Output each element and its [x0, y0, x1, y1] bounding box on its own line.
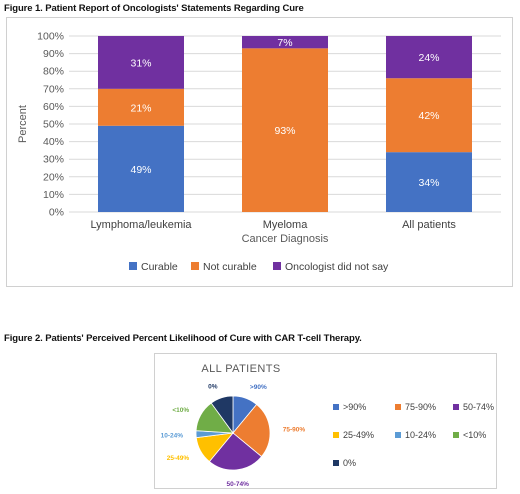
y-tick-label: 60% — [43, 101, 64, 113]
x-tick-label: All patients — [402, 219, 456, 231]
pie-slice-label: 25-49% — [167, 455, 190, 462]
bar-segment — [242, 36, 328, 49]
bar-segment — [386, 36, 472, 79]
legend-label: Curable — [141, 261, 178, 273]
bar-data-label: 7% — [277, 37, 292, 49]
bar-segment — [242, 48, 328, 212]
pie-slice-label: 0% — [208, 383, 218, 390]
y-tick-label: 50% — [43, 119, 64, 131]
y-axis-title: Percent — [17, 105, 29, 143]
bar-segment — [98, 125, 184, 212]
y-tick-label: 20% — [43, 171, 64, 183]
legend-label: 0% — [343, 458, 356, 468]
legend-label: <10% — [463, 430, 486, 440]
legend-swatch — [129, 262, 137, 270]
legend-label: Oncologist did not say — [285, 261, 389, 273]
pie-chart-panel: ALL PATIENTS >90% 75-90% 50-74% 25-49% 10-24%… — [154, 353, 497, 489]
bar-data-label: 34% — [418, 177, 439, 189]
y-tick-label: 100% — [37, 31, 64, 43]
bar-segment — [386, 78, 472, 153]
pie-chart: ALL PATIENTS >90% 75-90% 50-74% 25-49% 10-24%… — [161, 363, 494, 488]
pie-slice-label: <10% — [172, 407, 189, 414]
y-tick-label: 40% — [43, 136, 64, 148]
figure2-title: Figure 2. Patients' Perceived Percent Li… — [4, 333, 362, 344]
pie-slice — [232, 403, 271, 458]
legend-swatch — [453, 432, 459, 438]
legend-label: 10-24% — [405, 430, 436, 440]
bar-data-label: 24% — [418, 52, 439, 64]
pie-title: ALL PATIENTS — [201, 363, 280, 375]
bar-data-label: 21% — [130, 102, 151, 114]
figure1-title: Figure 1. Patient Report of Oncologists'… — [4, 3, 304, 14]
bar-data-label: 49% — [130, 164, 151, 176]
legend-label: 75-90% — [405, 402, 436, 412]
x-tick-label: Lymphoma/leukemia — [90, 219, 192, 231]
pie-slice-label: 10-24% — [161, 433, 184, 440]
y-tick-label: 30% — [43, 154, 64, 166]
legend-swatch — [191, 262, 199, 270]
legend-label: >90% — [343, 402, 366, 412]
y-tick-label: 10% — [43, 189, 64, 201]
pie-slice — [210, 395, 234, 435]
bar-segment — [386, 152, 472, 212]
legend-swatch — [395, 432, 401, 438]
y-tick-label: 0% — [49, 207, 64, 219]
pie-slice-label: 50-74% — [227, 481, 250, 488]
legend-label: 25-49% — [343, 430, 374, 440]
legend-swatch — [395, 404, 401, 410]
legend-label: 50-74% — [463, 402, 494, 412]
bar-segment — [98, 88, 184, 126]
bar-segment — [98, 36, 184, 89]
bar-data-label: 93% — [274, 125, 295, 137]
y-tick-label: 90% — [43, 48, 64, 60]
bar-data-label: 42% — [418, 110, 439, 122]
legend-swatch — [453, 404, 459, 410]
bar-data-label: 31% — [130, 57, 151, 69]
pie-slice-label: >90% — [250, 384, 267, 391]
legend-swatch — [333, 460, 339, 466]
legend-swatch — [333, 432, 339, 438]
legend-swatch — [333, 404, 339, 410]
legend-swatch — [273, 262, 281, 270]
pie-slice — [208, 432, 263, 471]
y-tick-label: 70% — [43, 83, 64, 95]
bar-chart-panel: 0% 10% 20% 30% 40% 50% 60% 70% 80% 90% 100% Percent… — [6, 17, 513, 287]
x-tick-label: Myeloma — [263, 219, 309, 231]
stacked-bar-chart: 0% 10% 20% 30% 40% 50% 60% 70% 80% 90% 100% Percent… — [17, 31, 501, 273]
legend-label: Not curable — [203, 261, 257, 273]
pie-slice-label: 75-90% — [283, 426, 306, 433]
x-axis-title: Cancer Diagnosis — [242, 233, 329, 245]
y-tick-label: 80% — [43, 66, 64, 78]
